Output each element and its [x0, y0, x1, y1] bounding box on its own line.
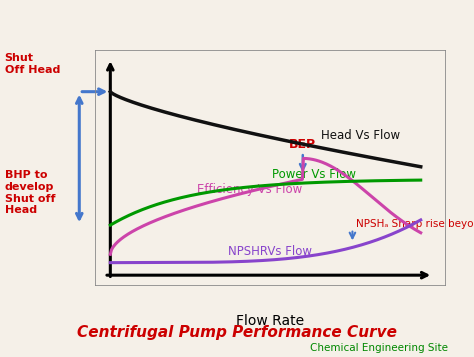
Text: Head Vs Flow: Head Vs Flow [321, 130, 401, 142]
Text: BHP to
develop
Shut off
Head: BHP to develop Shut off Head [5, 170, 55, 215]
Text: Centrifugal Pump Performance Curve: Centrifugal Pump Performance Curve [77, 325, 397, 340]
Text: BEP: BEP [289, 138, 316, 151]
Text: Flow Rate: Flow Rate [236, 314, 304, 328]
Text: Chemical Engineering Site: Chemical Engineering Site [310, 343, 448, 353]
Text: Efficiency Vs Flow: Efficiency Vs Flow [197, 183, 302, 196]
Text: NPSHₐ Sharp rise beyond BEP: NPSHₐ Sharp rise beyond BEP [356, 218, 474, 228]
Bar [95, 50, 446, 286]
Text: NPSHRVs Flow: NPSHRVs Flow [228, 245, 312, 258]
Text: Shut
Off Head: Shut Off Head [5, 54, 60, 75]
Text: Power Vs Flow: Power Vs Flow [272, 168, 356, 181]
